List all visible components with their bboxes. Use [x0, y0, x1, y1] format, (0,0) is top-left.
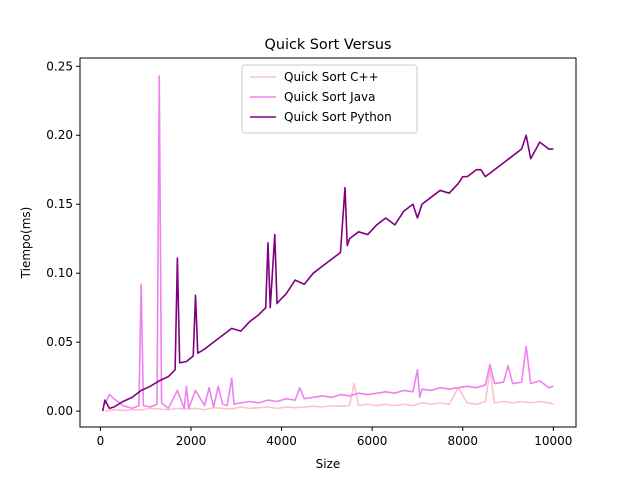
x-axis: 0 2000 4000 6000 8000 10000	[97, 427, 572, 448]
legend-label-2: Quick Sort Python	[284, 110, 392, 124]
y-tick-label: 0.10	[46, 266, 73, 280]
series-line-1	[104, 75, 554, 410]
legend-label-1: Quick Sort Java	[284, 90, 376, 104]
y-tick-label: 0.15	[46, 197, 73, 211]
y-axis: 0.00 0.05 0.10 0.15 0.20 0.25	[46, 59, 80, 418]
legend-box	[241, 64, 418, 134]
x-tick-label: 8000	[447, 434, 478, 448]
x-tick-label: 10000	[534, 434, 572, 448]
x-axis-title: Size	[316, 457, 341, 471]
series-layer	[101, 75, 554, 412]
y-tick-label: 0.00	[46, 404, 73, 418]
legend-label-0: Quick Sort C++	[284, 70, 379, 84]
y-tick-label: 0.05	[46, 335, 73, 349]
series-line-0	[104, 368, 554, 412]
legend: Quick Sort C++ Quick Sort Java Quick Sort …	[241, 64, 418, 134]
plot-frame	[79, 57, 577, 428]
y-tick-label: 0.20	[46, 128, 73, 142]
x-tick-label: 2000	[176, 434, 207, 448]
y-tick-label: 0.25	[46, 59, 73, 73]
chart-title: Quick Sort Versus	[265, 37, 392, 53]
y-axis-title: Tiempo(ms)	[19, 207, 33, 280]
x-tick-label: 4000	[266, 434, 297, 448]
series-line-2	[101, 134, 554, 412]
x-tick-label: 6000	[357, 434, 388, 448]
x-tick-label: 0	[97, 434, 105, 448]
